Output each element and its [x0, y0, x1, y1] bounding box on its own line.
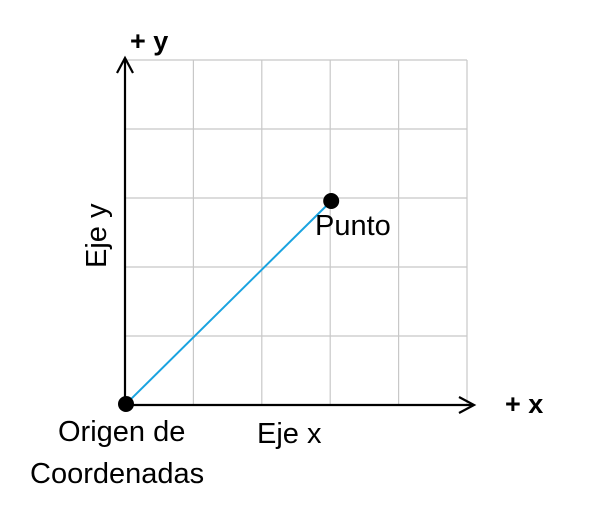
origin-dot	[118, 396, 134, 412]
y-axis-label: Eje y	[81, 203, 113, 268]
point-label: Punto	[315, 210, 391, 242]
plus-y-label: + y	[130, 26, 168, 56]
plus-x-label: + x	[505, 389, 543, 419]
origin-to-point-segment	[124, 200, 332, 406]
x-axis-arrowhead	[458, 396, 477, 414]
y-axis-arrowhead	[116, 55, 134, 74]
origin-label-line2: Coordenadas	[30, 458, 204, 490]
x-axis-label: Eje x	[257, 418, 322, 450]
point-dot	[323, 193, 340, 209]
origin-label-line1: Origen de	[58, 416, 185, 448]
grid	[125, 59, 468, 405]
